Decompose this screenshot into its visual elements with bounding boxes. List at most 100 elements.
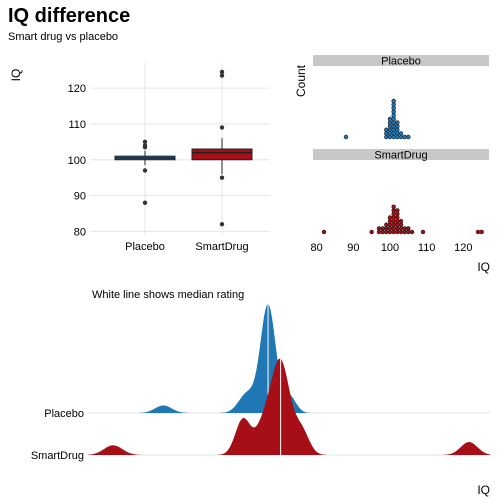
dot xyxy=(391,116,396,122)
dot xyxy=(376,226,382,231)
box-outlier xyxy=(219,73,225,78)
dot xyxy=(391,204,396,210)
dot xyxy=(391,113,396,118)
dot xyxy=(395,120,400,125)
ridge-label: SmartDrug xyxy=(31,450,84,462)
dot xyxy=(391,134,396,140)
dot xyxy=(402,134,407,140)
y-tick-label: 90 xyxy=(74,191,86,203)
dot xyxy=(409,229,415,235)
dot xyxy=(391,219,396,224)
dot xyxy=(398,222,404,228)
dot xyxy=(391,105,396,111)
dot xyxy=(384,131,389,136)
dot xyxy=(321,229,327,235)
facet-strip xyxy=(313,55,489,66)
x-axis-label: IQ xyxy=(477,260,490,274)
dot xyxy=(387,219,393,224)
facet-strip xyxy=(313,149,489,160)
x-tick-label: Placebo xyxy=(125,241,165,253)
dot xyxy=(391,131,396,136)
facet-strip-label: SmartDrug xyxy=(374,150,427,162)
dotplot-chart: Count Placebo SmartDrug 80 90 100 110 120 IQ xyxy=(294,55,490,274)
dot xyxy=(343,134,349,140)
dot xyxy=(384,127,389,133)
dot xyxy=(395,127,400,133)
box-body xyxy=(191,148,253,161)
y-axis-label: IQ xyxy=(9,69,23,82)
dot xyxy=(398,226,404,231)
box-outlier xyxy=(219,175,225,180)
y-tick-label: 80 xyxy=(74,226,86,238)
x-tick-label: 110 xyxy=(418,242,436,254)
dot xyxy=(395,229,400,235)
dot xyxy=(387,215,393,220)
box-outlier xyxy=(219,222,225,227)
x-tick-label: SmartDrug xyxy=(195,241,248,253)
dot xyxy=(391,211,396,217)
dot xyxy=(387,120,393,125)
x-tick-label: 80 xyxy=(311,242,323,254)
dot xyxy=(391,109,396,115)
dot xyxy=(384,134,389,140)
x-tick-label: 90 xyxy=(347,242,359,254)
ridgeline-chart: White line shows median rating Placebo Sma… xyxy=(31,289,490,497)
dot xyxy=(402,226,407,231)
dot xyxy=(420,229,426,235)
dot xyxy=(391,229,396,235)
dot xyxy=(398,219,404,224)
dot xyxy=(391,222,396,228)
x-tick-label: 100 xyxy=(381,242,399,254)
dot xyxy=(391,123,396,129)
dot xyxy=(395,215,400,220)
dot xyxy=(395,134,400,140)
dot xyxy=(395,123,400,129)
dot xyxy=(391,102,396,107)
dot xyxy=(391,120,396,125)
dot xyxy=(395,222,400,228)
dot xyxy=(384,222,389,228)
dot xyxy=(395,208,400,213)
dot xyxy=(387,116,393,122)
x-axis-label: IQ xyxy=(477,483,490,497)
annotation: White line shows median rating xyxy=(92,289,244,301)
dot xyxy=(376,229,382,235)
dot xyxy=(398,131,404,136)
box-outlier xyxy=(142,168,148,173)
dot xyxy=(398,229,404,235)
dot xyxy=(391,208,396,213)
dot xyxy=(391,127,396,133)
dot xyxy=(479,229,484,235)
dot xyxy=(391,215,396,220)
dot xyxy=(380,226,385,231)
dot xyxy=(395,211,400,217)
y-tick-label: 110 xyxy=(68,119,86,131)
box-outlier xyxy=(219,69,225,75)
dot xyxy=(384,229,389,235)
facet-strip-label: Placebo xyxy=(381,56,421,68)
dot xyxy=(395,219,400,224)
dot xyxy=(369,229,374,235)
boxplot-chart: 80 90 100 110 120 IQ Placebo SmartDrug xyxy=(9,63,270,253)
figure-title: IQ difference xyxy=(8,5,131,27)
x-tick-label: 120 xyxy=(454,242,472,254)
dot xyxy=(475,229,481,235)
box-outlier xyxy=(142,139,148,145)
box-outlier xyxy=(142,200,148,205)
dot xyxy=(406,134,411,140)
dot xyxy=(387,131,393,136)
dot xyxy=(387,229,393,235)
dot xyxy=(391,98,396,104)
dot xyxy=(395,131,400,136)
dot xyxy=(384,226,389,231)
dot xyxy=(387,127,393,133)
dot xyxy=(391,226,396,231)
ridge-label: Placebo xyxy=(44,408,84,420)
dot xyxy=(395,226,400,231)
y-tick-label: 100 xyxy=(68,155,86,167)
dot xyxy=(387,222,393,228)
dot xyxy=(398,134,404,140)
figure-subtitle: Smart drug vs placebo xyxy=(8,31,119,43)
dot xyxy=(406,229,411,235)
